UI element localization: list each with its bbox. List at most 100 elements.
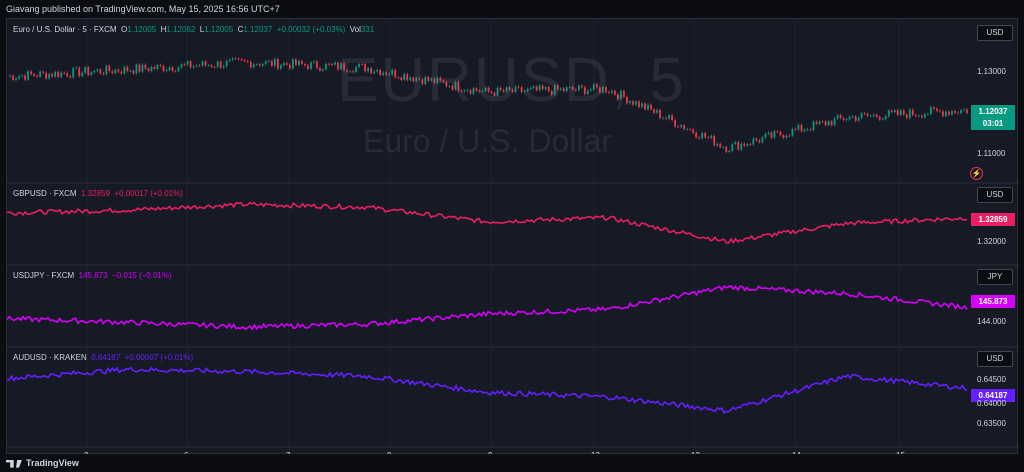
- candle-body: [926, 113, 929, 115]
- chart-container[interactable]: EURUSD, 5 Euro / U.S. Dollar Euro / U.S.…: [6, 18, 1019, 460]
- candle-body: [255, 64, 258, 66]
- candle-body: [538, 85, 541, 91]
- candle-body: [914, 114, 917, 116]
- candle-body: [216, 61, 219, 67]
- candle-body: [295, 59, 297, 66]
- candle-body: [701, 132, 704, 139]
- candle-body: [135, 64, 138, 74]
- candle-body: [920, 115, 923, 118]
- candle-body: [487, 87, 490, 92]
- candle-body: [147, 68, 150, 71]
- audusd-symbol: AUDUSD · KRAKEN: [13, 353, 87, 362]
- candle-body: [620, 90, 622, 99]
- candle-body: [939, 110, 941, 112]
- candle-body: [249, 61, 252, 68]
- candle-body: [872, 114, 875, 116]
- publish-info: Giavang published on TradingView.com, Ma…: [6, 4, 280, 14]
- candle-body: [704, 132, 707, 138]
- candle-body: [662, 117, 664, 119]
- candle-body: [285, 63, 288, 65]
- candle-body: [815, 121, 818, 124]
- candle-body: [273, 58, 276, 66]
- candle-body: [111, 71, 114, 74]
- candle-body: [340, 63, 342, 70]
- usdjpy-change: −0.015 (−0.01%): [112, 271, 172, 280]
- candle-body: [343, 63, 345, 71]
- candle-body: [508, 87, 511, 90]
- candle-body: [364, 64, 367, 72]
- main-countdown: 03:01: [971, 117, 1015, 130]
- candle-body: [12, 75, 14, 80]
- currency-button-usdjpy[interactable]: JPY: [977, 269, 1013, 285]
- candle-body: [785, 135, 788, 138]
- candle-body: [397, 77, 400, 79]
- candle-body: [788, 135, 791, 137]
- candle-body: [484, 87, 487, 91]
- candle-body: [779, 131, 782, 136]
- candle-body: [677, 126, 679, 128]
- candle-body: [493, 92, 496, 96]
- candle-body: [595, 84, 598, 88]
- candle-body: [613, 90, 616, 95]
- candle-body: [719, 143, 722, 148]
- candle-body: [24, 75, 26, 80]
- candle-body: [638, 101, 640, 108]
- candle-body: [331, 64, 333, 65]
- candle-body: [198, 65, 201, 67]
- candle-body: [234, 58, 237, 60]
- candle-body: [674, 119, 676, 127]
- currency-button-main[interactable]: USD: [977, 25, 1013, 41]
- alert-icon[interactable]: ⚡: [970, 167, 983, 180]
- candle-body: [108, 65, 111, 72]
- usdjpy-value: 145.873: [78, 271, 108, 280]
- chart-plot[interactable]: [7, 19, 1019, 455]
- vol-label: Vol: [349, 25, 361, 34]
- candle-body: [159, 65, 162, 66]
- candle-body: [78, 67, 81, 77]
- candle-body: [222, 66, 225, 68]
- candle-body: [165, 69, 168, 72]
- candle-body: [800, 124, 803, 132]
- candle-body: [607, 92, 610, 93]
- usdjpy-price-tag: 145.873: [971, 295, 1015, 308]
- candle-body: [48, 73, 51, 79]
- candle-body: [400, 77, 403, 80]
- candle-body: [93, 70, 96, 73]
- candle-body: [833, 118, 836, 126]
- candle-body: [686, 129, 689, 130]
- candle-body: [767, 132, 770, 135]
- currency-button-gbpusd[interactable]: USD: [977, 187, 1013, 203]
- currency-button-audusd[interactable]: USD: [977, 351, 1013, 367]
- candle-body: [436, 77, 439, 84]
- candle-body: [502, 90, 505, 92]
- candle-body: [352, 71, 354, 73]
- candle-body: [45, 72, 48, 79]
- candle-body: [945, 111, 947, 117]
- candle-body: [583, 87, 586, 94]
- candle-body: [478, 90, 481, 92]
- candle-body: [430, 78, 433, 81]
- candle-body: [370, 68, 373, 74]
- gbpusd-symbol: GBPUSD · FXCM: [13, 189, 77, 198]
- candle-body: [57, 71, 60, 77]
- candle-body: [427, 77, 430, 81]
- candle-body: [409, 77, 412, 81]
- gbpusd-value: 1.32859: [81, 189, 110, 198]
- candle-body: [532, 86, 535, 88]
- candle-body: [598, 87, 601, 93]
- candle-body: [183, 64, 186, 66]
- candle-body: [659, 109, 661, 119]
- candle-body: [520, 87, 523, 93]
- candle-body: [117, 69, 120, 72]
- candle-body: [957, 112, 959, 114]
- candle-body: [63, 72, 66, 74]
- candle-body: [51, 73, 54, 77]
- candle-body: [923, 114, 926, 118]
- main-pane-title: Euro / U.S. Dollar · 5 · FXCM: [13, 25, 117, 34]
- candle-body: [442, 80, 445, 82]
- candle-body: [568, 86, 571, 88]
- candle-body: [797, 124, 800, 130]
- candle-body: [313, 61, 315, 63]
- ohlc-change: +0.00032 (+0.03%): [276, 25, 346, 34]
- candle-body: [869, 115, 872, 117]
